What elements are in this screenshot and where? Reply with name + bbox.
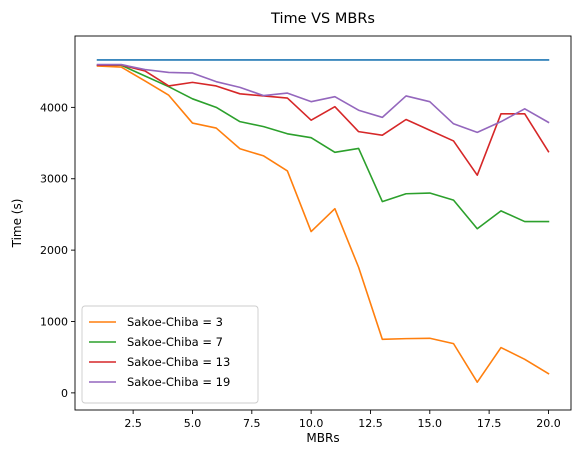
- legend: Sakoe-Chiba = 3 Sakoe-Chiba = 7 Sakoe-Chib…: [81, 305, 259, 404]
- legend-label: Sakoe-Chiba = 19: [127, 375, 230, 389]
- x-tick-label: 12.5: [358, 417, 383, 430]
- legend-label: Sakoe-Chiba = 7: [127, 335, 223, 349]
- legend-box: [81, 305, 259, 404]
- y-tick-label: 1000: [40, 315, 68, 328]
- y-tick-label: 0: [61, 387, 68, 400]
- plot-area: [74, 35, 572, 411]
- legend-label: Sakoe-Chiba = 3: [127, 315, 223, 329]
- x-tick-label: 20.0: [536, 417, 561, 430]
- x-tick-label: 7.5: [243, 417, 261, 430]
- x-tick-label: 5.0: [184, 417, 202, 430]
- x-axis: 2.5 5.0 7.5 10.0 12.5 15.0 17.5 20.0: [124, 410, 561, 430]
- x-axis-label: MBRs: [306, 431, 339, 445]
- series-line-4: [96, 63, 550, 134]
- y-tick-label: 2000: [40, 244, 68, 257]
- series-line-1: [96, 65, 550, 383]
- x-tick-label: 17.5: [477, 417, 502, 430]
- x-tick-label: 10.0: [299, 417, 324, 430]
- x-tick-label: 15.0: [418, 417, 443, 430]
- plot-frame: [74, 35, 572, 411]
- legend-label: Sakoe-Chiba = 13: [127, 355, 230, 369]
- x-tick-label: 2.5: [124, 417, 142, 430]
- series-lines: [96, 59, 550, 383]
- y-axis-label: Time (s): [10, 199, 24, 249]
- series-line-3: [96, 64, 550, 176]
- chart-title: Time VS MBRs: [270, 11, 375, 27]
- y-tick-label: 3000: [40, 173, 68, 186]
- y-axis: 0 1000 2000 3000 4000: [40, 101, 75, 400]
- legend-items: Sakoe-Chiba = 3 Sakoe-Chiba = 7 Sakoe-Chib…: [89, 315, 230, 389]
- y-tick-label: 4000: [40, 101, 68, 114]
- series-line-2: [96, 64, 550, 230]
